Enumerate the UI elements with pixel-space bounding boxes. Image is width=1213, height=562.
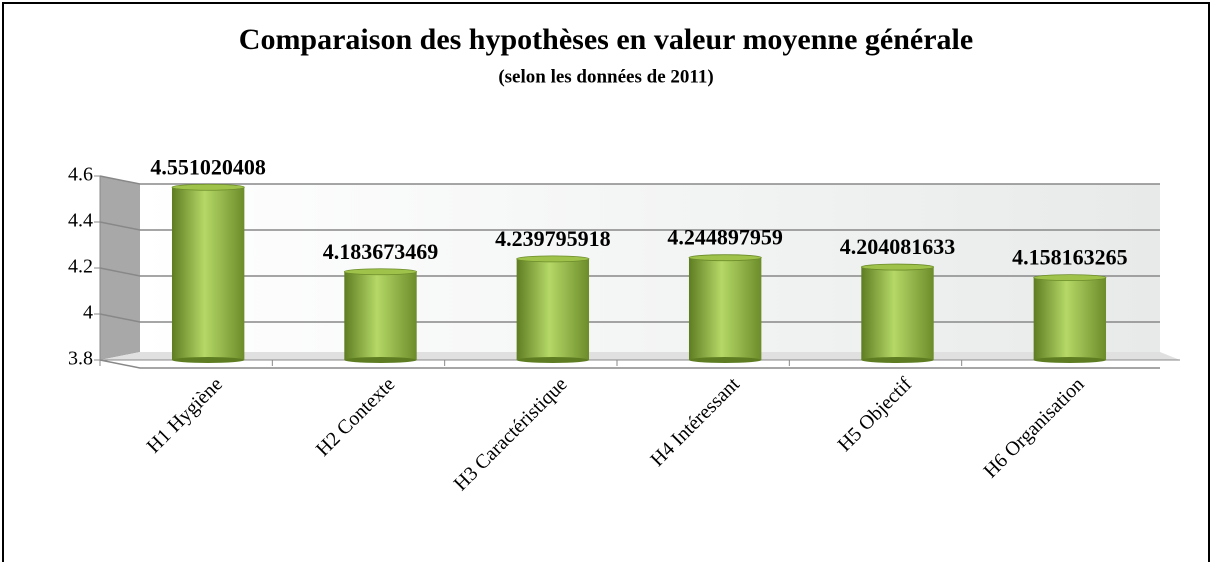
y-tick-label: 4.6 <box>68 164 93 186</box>
x-tick-label: H1 Hygiène <box>143 373 227 457</box>
bar <box>861 267 934 360</box>
y-tick-label: 4 <box>83 302 93 324</box>
grid-line <box>99 221 1160 231</box>
bar <box>516 258 590 360</box>
data-label: 4.239795918 <box>495 226 611 251</box>
x-tick-label: H4 Intéressant <box>646 373 744 471</box>
grid-line <box>99 267 1160 277</box>
bar-base <box>688 357 762 363</box>
grid-line <box>99 359 1160 369</box>
x-tick-label: H5 Objectif <box>834 373 917 456</box>
bar-base <box>861 357 934 363</box>
data-label: 4.158163265 <box>1012 245 1128 270</box>
x-tick-label: H6 Organisation <box>979 373 1088 482</box>
bar <box>344 271 417 360</box>
bar-top <box>1033 274 1107 282</box>
side-wall <box>100 176 140 360</box>
floor <box>100 352 1180 360</box>
x-tick-label: H3 Caractéristique <box>450 373 572 495</box>
bar-top <box>860 263 935 271</box>
data-label: 4.551020408 <box>150 154 266 179</box>
data-label: 4.183673469 <box>323 239 439 264</box>
bar <box>688 257 762 360</box>
bar <box>171 187 245 360</box>
data-label: 4.204081633 <box>840 234 956 259</box>
bar <box>1033 277 1107 360</box>
bar-top <box>171 183 245 191</box>
y-tick-label: 4.4 <box>68 210 93 232</box>
grid-line <box>99 175 1160 185</box>
bar-base <box>1033 357 1107 363</box>
bar-base <box>171 357 245 363</box>
chart-title: Comparaison des hypothèses en valeur moy… <box>239 23 973 56</box>
bar-top <box>516 255 590 263</box>
y-tick-label: 4.2 <box>68 256 93 278</box>
data-label: 4.244897959 <box>667 225 783 250</box>
y-tick-label: 3.8 <box>68 348 93 370</box>
x-tick-label: H2 Contexte <box>312 373 400 461</box>
bar-base <box>344 357 417 363</box>
bar-base <box>516 357 590 363</box>
bar-top <box>688 254 762 262</box>
chart-subtitle: (selon les données de 2011) <box>498 66 713 87</box>
back-wall <box>140 184 1160 352</box>
grid-line <box>99 313 1160 323</box>
bar-top <box>343 268 418 276</box>
